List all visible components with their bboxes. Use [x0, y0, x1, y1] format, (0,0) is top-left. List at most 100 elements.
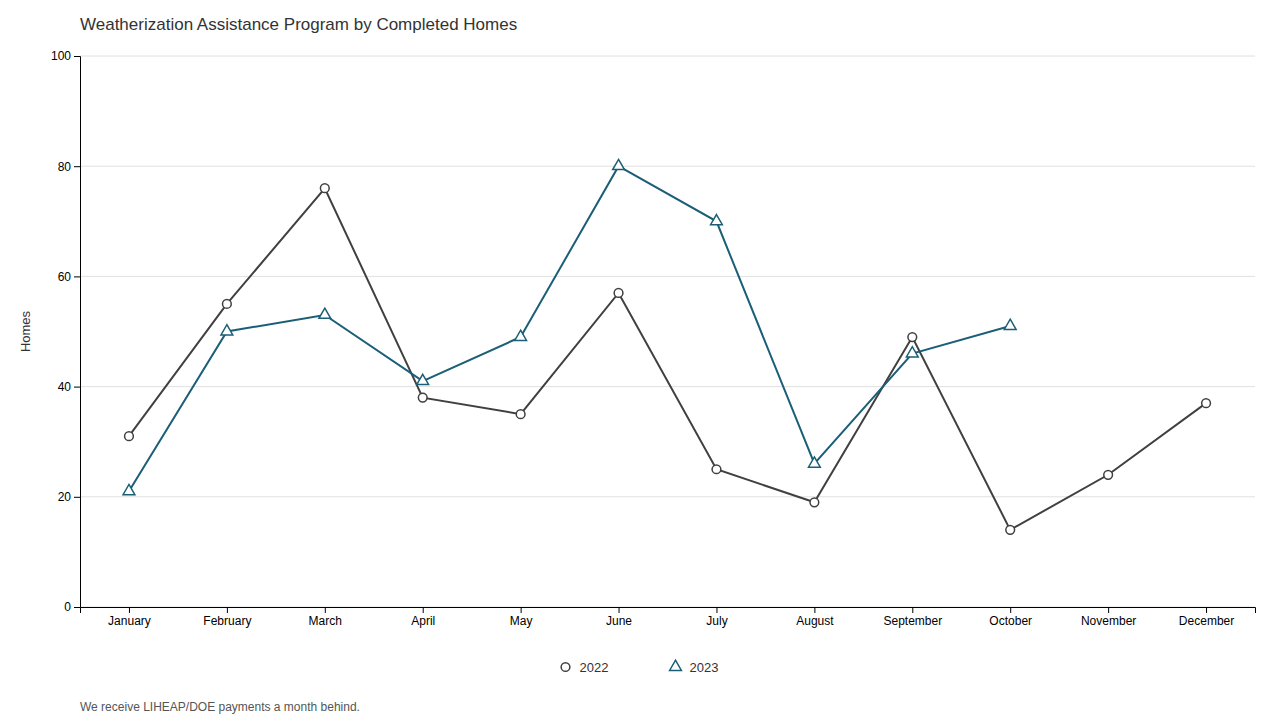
tick-mark — [227, 607, 228, 613]
title: Weatherization Assistance Program by Com… — [80, 15, 517, 34]
x-tick: April — [411, 607, 435, 628]
tick-label: June — [606, 614, 632, 628]
legend: 2022 2023 — [561, 660, 718, 675]
tick-label: May — [510, 614, 533, 628]
legend-marker — [670, 660, 682, 670]
tick-mark — [1206, 607, 1207, 613]
x-tick: February — [203, 607, 251, 628]
tick-mark — [74, 497, 80, 498]
x-tick: June — [606, 607, 632, 628]
tick-label: 40 — [58, 380, 72, 394]
x-tick: September — [883, 607, 942, 628]
data-point — [808, 457, 820, 467]
tick-label: August — [796, 614, 834, 628]
grid — [80, 56, 1255, 607]
y-axis: 0 20 40 60 80 100 — [51, 49, 81, 614]
tick-label: April — [411, 614, 435, 628]
tick-mark — [74, 56, 80, 57]
data-point — [125, 432, 134, 441]
marks — [123, 159, 1210, 534]
chart: 0 20 40 60 80 100 January February March April May… — [0, 0, 1285, 727]
tick-label: 0 — [64, 600, 71, 614]
data-point — [223, 300, 232, 309]
grid-line — [80, 386, 1255, 387]
tick-label: November — [1081, 614, 1136, 628]
x-tick: October — [989, 607, 1032, 628]
x-tick: March — [309, 607, 342, 628]
data-point — [1004, 319, 1016, 329]
y-tick: 100 — [51, 49, 80, 63]
legend-label: 2023 — [690, 660, 719, 675]
series-markers — [125, 184, 1211, 534]
data-point — [906, 347, 918, 357]
tick-mark — [521, 607, 522, 613]
data-point — [1202, 399, 1211, 408]
x-tick: May — [510, 607, 533, 628]
tick-label: January — [108, 614, 151, 628]
data-point — [613, 159, 625, 169]
data-point — [614, 289, 623, 298]
tick-mark — [74, 387, 80, 388]
x-tick: November — [1081, 607, 1136, 628]
tick-mark — [74, 276, 80, 277]
tick-label: September — [883, 614, 942, 628]
legend-marker — [561, 663, 570, 672]
y-axis-label: Homes — [18, 310, 33, 352]
y-tick: 40 — [58, 380, 80, 394]
y-tick: 80 — [58, 160, 80, 174]
tick-mark — [1010, 607, 1011, 613]
grid-line — [80, 496, 1255, 497]
data-point — [123, 484, 135, 494]
tick-label: 20 — [58, 490, 72, 504]
tick-mark — [129, 607, 130, 613]
data-point — [1006, 525, 1015, 534]
grid-line — [80, 276, 1255, 277]
plot: 0 20 40 60 80 100 January February March April May… — [18, 49, 1256, 674]
tick-mark — [716, 607, 717, 613]
data-point — [221, 325, 233, 335]
data-point — [418, 393, 427, 402]
data-point — [1104, 470, 1113, 479]
data-point — [320, 184, 329, 193]
tick-label: 80 — [58, 160, 72, 174]
tick-mark — [912, 607, 913, 613]
tick-mark — [1108, 607, 1109, 613]
data-point — [319, 308, 331, 318]
legend-item: 2022 — [561, 660, 608, 675]
tick-mark — [74, 166, 80, 167]
tick-label: February — [203, 614, 251, 628]
series-line — [129, 166, 1010, 491]
data-point — [516, 410, 525, 419]
tick-mark — [814, 607, 815, 613]
series-markers — [123, 159, 1016, 494]
series-line — [129, 188, 1206, 530]
data-point — [908, 333, 917, 342]
x-tick: January — [108, 607, 151, 628]
tick-label: July — [706, 614, 727, 628]
data-point — [711, 215, 723, 225]
y-tick: 20 — [58, 490, 80, 504]
tick-mark — [423, 607, 424, 613]
tick-mark — [619, 607, 620, 613]
tick-label: October — [989, 614, 1032, 628]
tick-label: March — [309, 614, 342, 628]
data-point — [515, 330, 527, 340]
axis-line — [74, 57, 81, 608]
legend-item: 2023 — [670, 660, 719, 675]
x-axis: January February March April May June July Augu… — [81, 607, 1256, 628]
grid-line — [80, 166, 1255, 167]
y-tick: 60 — [58, 270, 80, 284]
grid-line — [80, 56, 1255, 57]
y-tick: 0 — [64, 600, 80, 614]
tick-label: 60 — [58, 270, 72, 284]
x-tick: December — [1179, 607, 1234, 628]
data-point — [417, 374, 429, 384]
legend-label: 2022 — [580, 660, 609, 675]
footnote: We receive LIHEAP/DOE payments a month b… — [80, 700, 360, 714]
tick-mark — [74, 607, 80, 608]
data-point — [810, 498, 819, 507]
axis-line — [81, 608, 1256, 614]
tick-mark — [325, 607, 326, 613]
x-tick: July — [706, 607, 727, 628]
x-tick: August — [796, 607, 834, 628]
